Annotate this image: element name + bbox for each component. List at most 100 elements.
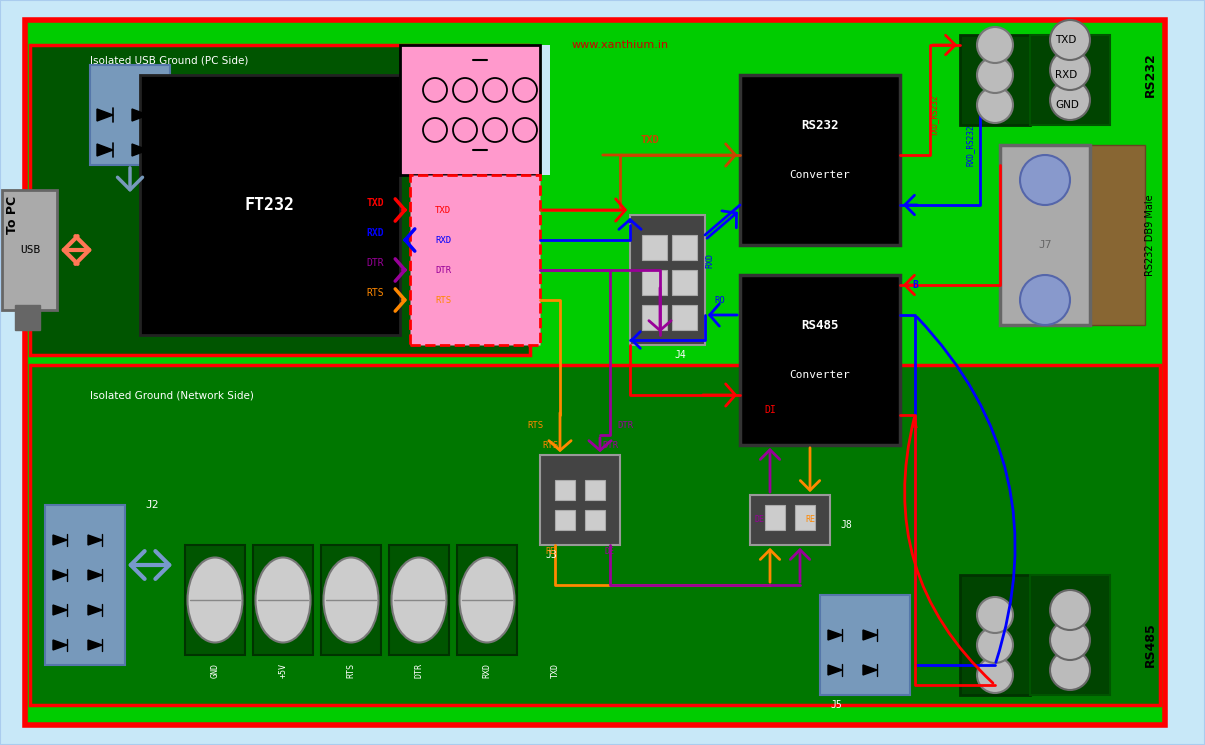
FancyBboxPatch shape — [672, 235, 696, 260]
Ellipse shape — [392, 557, 447, 642]
Polygon shape — [88, 535, 102, 545]
FancyBboxPatch shape — [750, 495, 830, 545]
Polygon shape — [53, 535, 67, 545]
Text: J4: J4 — [674, 350, 686, 360]
Text: DE: DE — [605, 548, 615, 557]
FancyBboxPatch shape — [672, 270, 696, 295]
Text: RTS: RTS — [527, 420, 543, 430]
Text: J2: J2 — [145, 500, 159, 510]
Circle shape — [1050, 590, 1091, 630]
Text: TXD: TXD — [641, 135, 659, 145]
Ellipse shape — [188, 557, 242, 642]
Text: DI: DI — [764, 405, 776, 415]
Polygon shape — [96, 144, 113, 156]
FancyBboxPatch shape — [795, 505, 815, 530]
Text: GND: GND — [1056, 100, 1078, 110]
Polygon shape — [88, 570, 102, 580]
FancyBboxPatch shape — [30, 45, 530, 355]
Circle shape — [977, 57, 1013, 93]
FancyBboxPatch shape — [960, 575, 1030, 695]
Text: Converter: Converter — [789, 170, 851, 180]
Text: RTS: RTS — [542, 440, 558, 449]
Text: TXD: TXD — [551, 662, 559, 677]
Text: GND: GND — [211, 662, 219, 677]
FancyBboxPatch shape — [584, 510, 605, 530]
Text: RXD: RXD — [435, 235, 451, 244]
Polygon shape — [133, 109, 148, 121]
Text: RS232: RS232 — [801, 118, 839, 132]
Circle shape — [977, 657, 1013, 693]
FancyBboxPatch shape — [253, 545, 313, 655]
Text: Converter: Converter — [789, 370, 851, 380]
Polygon shape — [863, 665, 877, 675]
Circle shape — [1019, 155, 1070, 205]
Text: DTR: DTR — [617, 420, 633, 430]
FancyBboxPatch shape — [740, 275, 900, 445]
Text: RS232 DB9 Male: RS232 DB9 Male — [1145, 194, 1156, 276]
Text: www.xanthium.in: www.xanthium.in — [571, 40, 669, 50]
Text: J5: J5 — [830, 700, 842, 710]
Circle shape — [977, 627, 1013, 663]
Text: J7: J7 — [1039, 240, 1052, 250]
Text: RXD: RXD — [366, 228, 384, 238]
Text: A: A — [912, 420, 918, 430]
Polygon shape — [828, 630, 842, 640]
Text: RXD: RXD — [1056, 70, 1077, 80]
Text: TXD_RS232: TXD_RS232 — [930, 94, 940, 136]
Text: +5V: +5V — [278, 662, 288, 677]
FancyBboxPatch shape — [584, 480, 605, 500]
FancyBboxPatch shape — [400, 45, 540, 175]
Text: DTR: DTR — [415, 662, 423, 677]
Polygon shape — [96, 109, 113, 121]
FancyBboxPatch shape — [642, 305, 668, 330]
FancyBboxPatch shape — [410, 175, 540, 345]
Text: J3: J3 — [545, 550, 557, 560]
Polygon shape — [53, 605, 67, 615]
Polygon shape — [53, 570, 67, 580]
Text: RXD: RXD — [482, 662, 492, 677]
Circle shape — [1050, 650, 1091, 690]
FancyBboxPatch shape — [672, 305, 696, 330]
Polygon shape — [88, 640, 102, 650]
Text: Isolated Ground (Network Side): Isolated Ground (Network Side) — [90, 390, 254, 400]
Text: TXD: TXD — [1056, 35, 1076, 45]
FancyBboxPatch shape — [321, 545, 381, 655]
Text: FT232: FT232 — [245, 196, 295, 214]
Text: DTR: DTR — [602, 440, 618, 449]
Text: RO: RO — [715, 296, 725, 305]
FancyBboxPatch shape — [556, 510, 575, 530]
FancyBboxPatch shape — [1000, 145, 1091, 325]
Circle shape — [1050, 50, 1091, 90]
Text: RXD: RXD — [705, 253, 715, 267]
Text: RTS: RTS — [347, 662, 355, 677]
FancyBboxPatch shape — [556, 480, 575, 500]
FancyBboxPatch shape — [25, 20, 1165, 725]
FancyBboxPatch shape — [765, 505, 784, 530]
FancyBboxPatch shape — [819, 595, 910, 695]
Text: Isolated USB Ground (PC Side): Isolated USB Ground (PC Side) — [90, 55, 248, 65]
Text: DE: DE — [756, 516, 765, 524]
FancyBboxPatch shape — [45, 505, 125, 665]
FancyBboxPatch shape — [1030, 575, 1110, 695]
FancyBboxPatch shape — [642, 270, 668, 295]
Ellipse shape — [459, 557, 515, 642]
Text: DTR: DTR — [366, 258, 384, 268]
Text: RS485: RS485 — [1144, 623, 1157, 668]
Polygon shape — [88, 605, 102, 615]
Circle shape — [1019, 275, 1070, 325]
Text: RS485: RS485 — [801, 319, 839, 332]
FancyBboxPatch shape — [530, 25, 580, 45]
FancyBboxPatch shape — [740, 75, 900, 245]
Text: USB: USB — [19, 245, 40, 255]
Text: RE: RE — [545, 548, 556, 557]
Polygon shape — [133, 144, 148, 156]
Text: DTR: DTR — [435, 265, 451, 274]
Text: TXD: TXD — [435, 206, 451, 215]
Circle shape — [977, 87, 1013, 123]
FancyBboxPatch shape — [186, 545, 245, 655]
FancyBboxPatch shape — [960, 35, 1030, 125]
Text: TXD: TXD — [366, 198, 384, 208]
FancyBboxPatch shape — [2, 190, 57, 310]
FancyBboxPatch shape — [140, 75, 400, 335]
Text: RTS: RTS — [366, 288, 384, 298]
